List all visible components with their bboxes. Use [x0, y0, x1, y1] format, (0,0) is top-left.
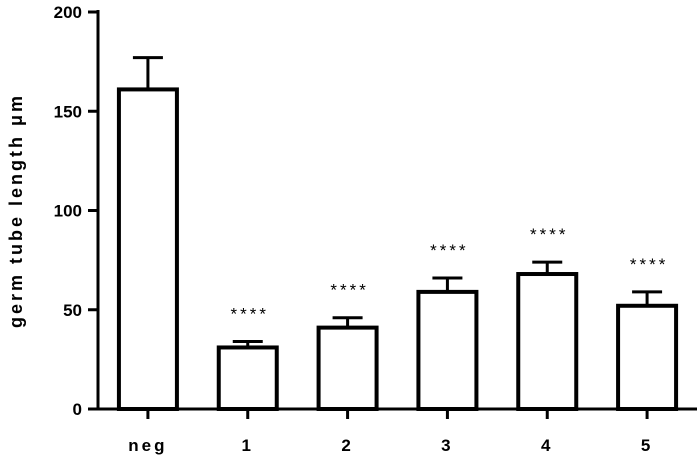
x-tick-label-neg: neg: [128, 436, 167, 455]
bar-neg: [116, 87, 179, 411]
y-tick-label: 0: [73, 400, 82, 419]
y-axis-ticks: 0 50 100 150 200: [54, 3, 98, 419]
x-tick-label-3: 3: [441, 436, 453, 455]
y-tick-label: 200: [54, 3, 82, 22]
x-tick-label-1: 1: [242, 436, 254, 455]
significance-label: ****: [530, 225, 568, 244]
y-tick-label: 100: [54, 202, 82, 221]
bar-1: [216, 345, 279, 411]
bar-3: [416, 289, 479, 412]
y-tick-label: 150: [54, 102, 82, 121]
x-tick-label-5: 5: [641, 436, 653, 455]
significance-label: ****: [630, 255, 668, 274]
significance-label: ****: [330, 281, 368, 300]
significance-label: ****: [430, 241, 468, 260]
bar-4: [516, 272, 579, 411]
x-tick-label-4: 4: [541, 436, 553, 455]
x-axis-tick-labels: neg 1 2 3 4 5: [128, 409, 653, 455]
y-axis-title: germ tube length μm: [6, 93, 26, 328]
bar-5: [616, 303, 679, 411]
bar-2: [316, 325, 379, 411]
x-tick-label-2: 2: [341, 436, 353, 455]
bars: **** **** **** **** ****: [116, 56, 679, 412]
y-tick-label: 50: [63, 301, 82, 320]
significance-label: ****: [231, 305, 269, 324]
